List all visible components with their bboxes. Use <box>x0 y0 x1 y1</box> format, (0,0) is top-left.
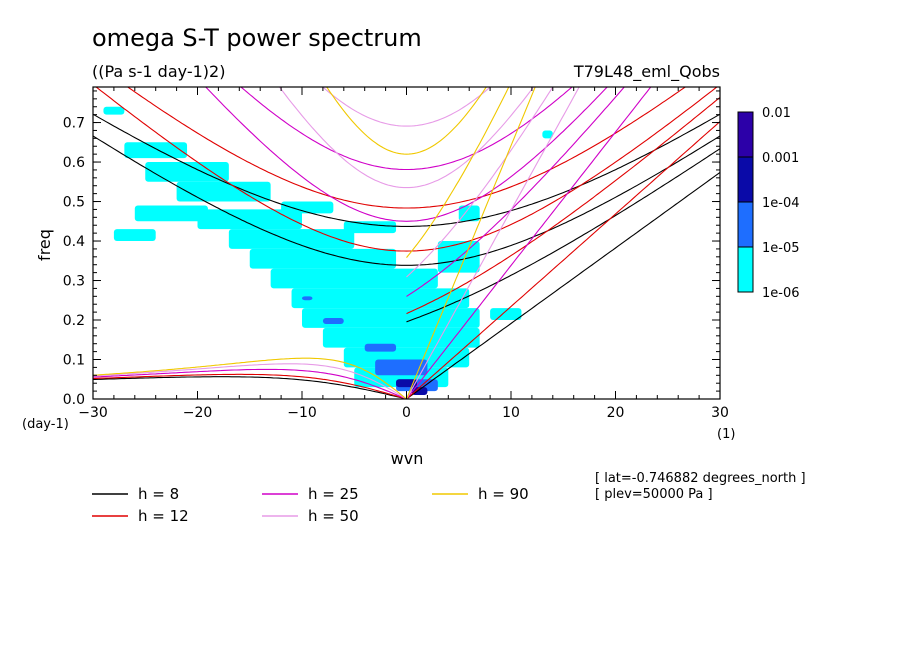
y-tick-label: 0.2 <box>63 313 85 329</box>
shaded-patch <box>411 387 428 396</box>
x-tick-label: 30 <box>711 405 729 421</box>
shaded-patch <box>291 288 470 309</box>
shaded-patch <box>490 308 522 321</box>
shaded-patch <box>322 327 480 348</box>
shaded-contours <box>103 106 553 396</box>
y-tick-label: 0.6 <box>63 155 85 171</box>
shaded-patch <box>542 130 553 139</box>
curve-h25-eig <box>406 87 625 297</box>
curve-h50-er <box>93 363 407 399</box>
dataset-label: T79L48_eml_Qobs <box>573 62 720 82</box>
x-tick-label: −20 <box>183 405 213 421</box>
y-tick-label: 0.4 <box>63 234 85 250</box>
x-unit-label: (1) <box>717 427 735 442</box>
x-tick-label: 0 <box>402 405 411 421</box>
axis-ticks: −30 −20 −10 0 10 20 30 0.0 0.1 0.2 0.3 0.4 0.5 0.6 0.7 <box>63 87 729 421</box>
curve-h50-kelvin <box>406 87 580 399</box>
shaded-patch <box>364 343 397 352</box>
curve-h8-ig2 <box>93 113 720 227</box>
x-axis-label: wvn <box>391 449 424 468</box>
colorbar-swatch <box>737 156 754 203</box>
legend-label: h = 12 <box>138 507 189 525</box>
colorbar-label: 1e-04 <box>762 196 800 211</box>
x-tick-label: 10 <box>502 405 520 421</box>
y-tick-label: 0.5 <box>63 195 85 211</box>
y-tick-label: 0.7 <box>63 116 85 132</box>
shaded-patch <box>124 142 188 159</box>
colorbar-label: 1e-05 <box>762 241 800 256</box>
shaded-patch <box>176 181 271 202</box>
shaded-patch <box>103 106 125 115</box>
colorbar-label: 0.01 <box>762 106 791 121</box>
x-tick-label: −10 <box>287 405 317 421</box>
legend-label: h = 25 <box>308 485 359 503</box>
shaded-patch <box>197 209 302 230</box>
curve-h90-eig <box>406 87 510 258</box>
chart-title: omega S-T power spectrum <box>92 24 422 52</box>
y-tick-label: 0.0 <box>63 392 85 408</box>
shaded-patch <box>375 359 428 376</box>
curve-h8-er <box>93 376 407 399</box>
colorbar-label: 0.001 <box>762 151 799 166</box>
shaded-patch <box>302 296 313 301</box>
legend-label: h = 50 <box>308 507 359 525</box>
y-tick-label: 0.3 <box>63 274 85 290</box>
curve-h25-er <box>93 368 407 399</box>
x-tick-label: −30 <box>78 405 108 421</box>
legend-label: h = 90 <box>478 485 529 503</box>
colorbar-label: 1e-06 <box>762 286 800 301</box>
shaded-patch <box>249 248 397 269</box>
latitude-annotation: [ lat=-0.746882 degrees_north ] <box>595 471 806 486</box>
curve-h8-eig <box>406 148 720 323</box>
curve-h90-kelvin <box>405 87 536 399</box>
legend: h = 8 h = 12 h = 25 h = 50 h = 90 <box>92 485 529 525</box>
y-tick-label: 0.1 <box>63 353 85 369</box>
shaded-patch <box>270 268 438 289</box>
shaded-patch <box>343 221 397 234</box>
colorbar: 1e-06 1e-05 1e-04 0.001 0.01 <box>737 106 800 301</box>
dispersion-curves <box>93 87 720 399</box>
colorbar-swatch <box>737 246 754 293</box>
curve-h25-ig1 <box>205 87 608 222</box>
legend-label: h = 8 <box>138 485 179 503</box>
curve-h12-ig2 <box>126 87 687 209</box>
curve-h8-ig1 <box>93 135 720 266</box>
shaded-patch <box>302 308 480 328</box>
curve-h25-kelvin <box>406 87 652 399</box>
shaded-patch <box>228 229 355 249</box>
y-axis-label: freq <box>35 229 54 261</box>
chart-subtitle: ((Pa s-1 day-1)2) <box>92 62 225 81</box>
colorbar-swatch <box>737 201 754 248</box>
shaded-patch <box>145 162 229 182</box>
y-unit-label: (day-1) <box>22 417 69 432</box>
curve-h12-eig <box>406 96 720 315</box>
curve-h8-kelvin <box>406 172 720 399</box>
curve-h90-er <box>93 357 407 399</box>
curve-h50-ig2 <box>321 87 492 127</box>
curve-h50-ig1 <box>278 87 535 189</box>
curve-h12-er <box>93 373 407 399</box>
curve-h12-ig1 <box>95 87 718 252</box>
curve-h12-kelvin <box>406 121 720 399</box>
shaded-patch <box>322 318 344 324</box>
curve-h25-ig2 <box>240 87 573 171</box>
plev-annotation: [ plev=50000 Pa ] <box>595 487 713 502</box>
shaded-patch <box>281 201 334 214</box>
curve-h50-eig <box>406 87 554 278</box>
shaded-patch <box>113 229 156 242</box>
x-tick-label: 20 <box>607 405 625 421</box>
colorbar-swatch <box>737 111 754 158</box>
curve-h90-ig1 <box>326 87 487 155</box>
shaded-patch <box>134 205 208 222</box>
shaded-patch <box>458 205 480 222</box>
